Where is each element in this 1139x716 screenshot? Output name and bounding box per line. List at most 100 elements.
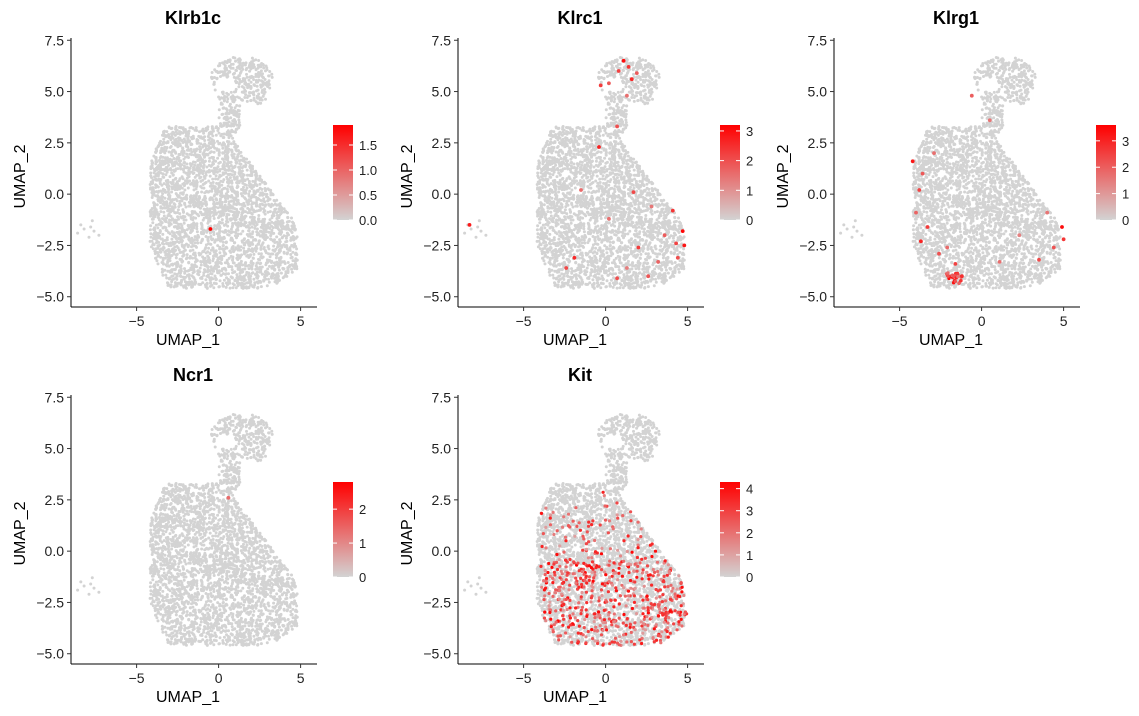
cell-point xyxy=(173,233,177,237)
cell-point xyxy=(178,126,181,129)
cell-point xyxy=(261,220,265,224)
cell-point xyxy=(162,210,166,214)
cell-point xyxy=(263,273,267,277)
cell-point xyxy=(269,260,273,264)
cell-point xyxy=(246,224,250,228)
cell-point xyxy=(226,123,229,127)
cell-point xyxy=(217,285,221,289)
cell-point xyxy=(208,174,212,178)
cell-point xyxy=(204,243,208,247)
cell-point xyxy=(174,151,178,155)
cell-point xyxy=(178,281,182,285)
cell-point xyxy=(575,166,579,170)
cell-point xyxy=(191,275,195,279)
cell-point xyxy=(165,236,169,240)
cell-point xyxy=(235,199,239,203)
cell-point xyxy=(208,269,212,273)
cell-point xyxy=(243,183,247,186)
cell-point xyxy=(236,228,240,232)
cell-point xyxy=(164,238,168,242)
x-tick-label: 0 xyxy=(215,313,223,329)
cell-point xyxy=(178,185,182,189)
cell-point xyxy=(179,159,183,163)
cell-point xyxy=(238,166,242,170)
cell-point xyxy=(271,231,275,235)
cell-point xyxy=(598,259,602,263)
cell-point xyxy=(229,160,233,164)
cell-point xyxy=(290,216,293,220)
cell-point xyxy=(243,196,247,200)
cell-point xyxy=(572,253,576,257)
cell-point xyxy=(166,281,169,285)
cell-point xyxy=(251,256,255,260)
cell-point xyxy=(609,178,613,182)
cell-point xyxy=(181,168,185,172)
cell-point xyxy=(232,202,236,206)
cell-point xyxy=(231,258,234,262)
cell-point xyxy=(156,234,160,237)
cell-point xyxy=(165,165,169,169)
cell-point xyxy=(211,247,215,251)
cell-point xyxy=(177,163,181,167)
cell-point xyxy=(199,260,203,263)
cell-point xyxy=(219,179,223,183)
cell-point xyxy=(657,220,661,224)
cell-point xyxy=(206,260,210,264)
cell-point xyxy=(216,129,220,132)
cell-point xyxy=(291,259,295,263)
cell-point xyxy=(228,286,232,290)
cell-point xyxy=(225,261,229,265)
cell-point xyxy=(211,170,215,173)
cell-point xyxy=(203,259,207,263)
cell-point xyxy=(553,281,556,285)
cell-point xyxy=(204,278,208,282)
cell-point xyxy=(225,246,229,250)
cell-point xyxy=(598,177,602,181)
cell-point xyxy=(149,167,153,171)
cell-point xyxy=(235,123,239,127)
cell-point xyxy=(165,180,169,184)
cell-point xyxy=(215,76,219,80)
cell-point xyxy=(169,250,173,253)
cell-point xyxy=(240,169,244,173)
cell-point xyxy=(258,205,262,209)
cell-point xyxy=(226,196,230,200)
cell-point xyxy=(249,183,253,187)
cell-point xyxy=(251,250,255,253)
cell-point xyxy=(230,217,234,221)
cell-point xyxy=(185,212,189,216)
cell-point xyxy=(221,284,225,288)
cell-point xyxy=(555,175,559,179)
cell-point xyxy=(254,195,258,199)
cell-point xyxy=(162,133,166,136)
cell-point xyxy=(655,218,659,222)
cell-point xyxy=(173,205,177,209)
cell-point xyxy=(259,252,263,256)
cell-point xyxy=(229,110,233,114)
cell-point xyxy=(294,252,298,256)
cell-point xyxy=(203,176,207,180)
cell-point xyxy=(212,250,216,254)
cell-point xyxy=(208,242,212,246)
cell-point xyxy=(238,104,242,108)
cell-point xyxy=(199,202,203,205)
cell-point xyxy=(168,201,172,205)
cell-point xyxy=(170,182,174,186)
cell-point xyxy=(250,56,254,60)
cell-point xyxy=(619,270,623,274)
cell-point xyxy=(155,241,158,245)
cell-point xyxy=(237,149,240,153)
cell-point xyxy=(237,254,241,258)
cell-point xyxy=(242,238,246,242)
cell-point xyxy=(210,272,214,276)
cell-point xyxy=(159,220,163,224)
cell-point xyxy=(264,97,267,101)
cell-point xyxy=(289,253,293,256)
cell-point xyxy=(239,207,243,211)
cell-point xyxy=(250,225,254,229)
cell-point xyxy=(187,172,191,176)
cell-point xyxy=(231,136,235,140)
cell-point xyxy=(221,240,225,244)
cell-point xyxy=(198,161,202,165)
cell-point xyxy=(195,227,199,231)
